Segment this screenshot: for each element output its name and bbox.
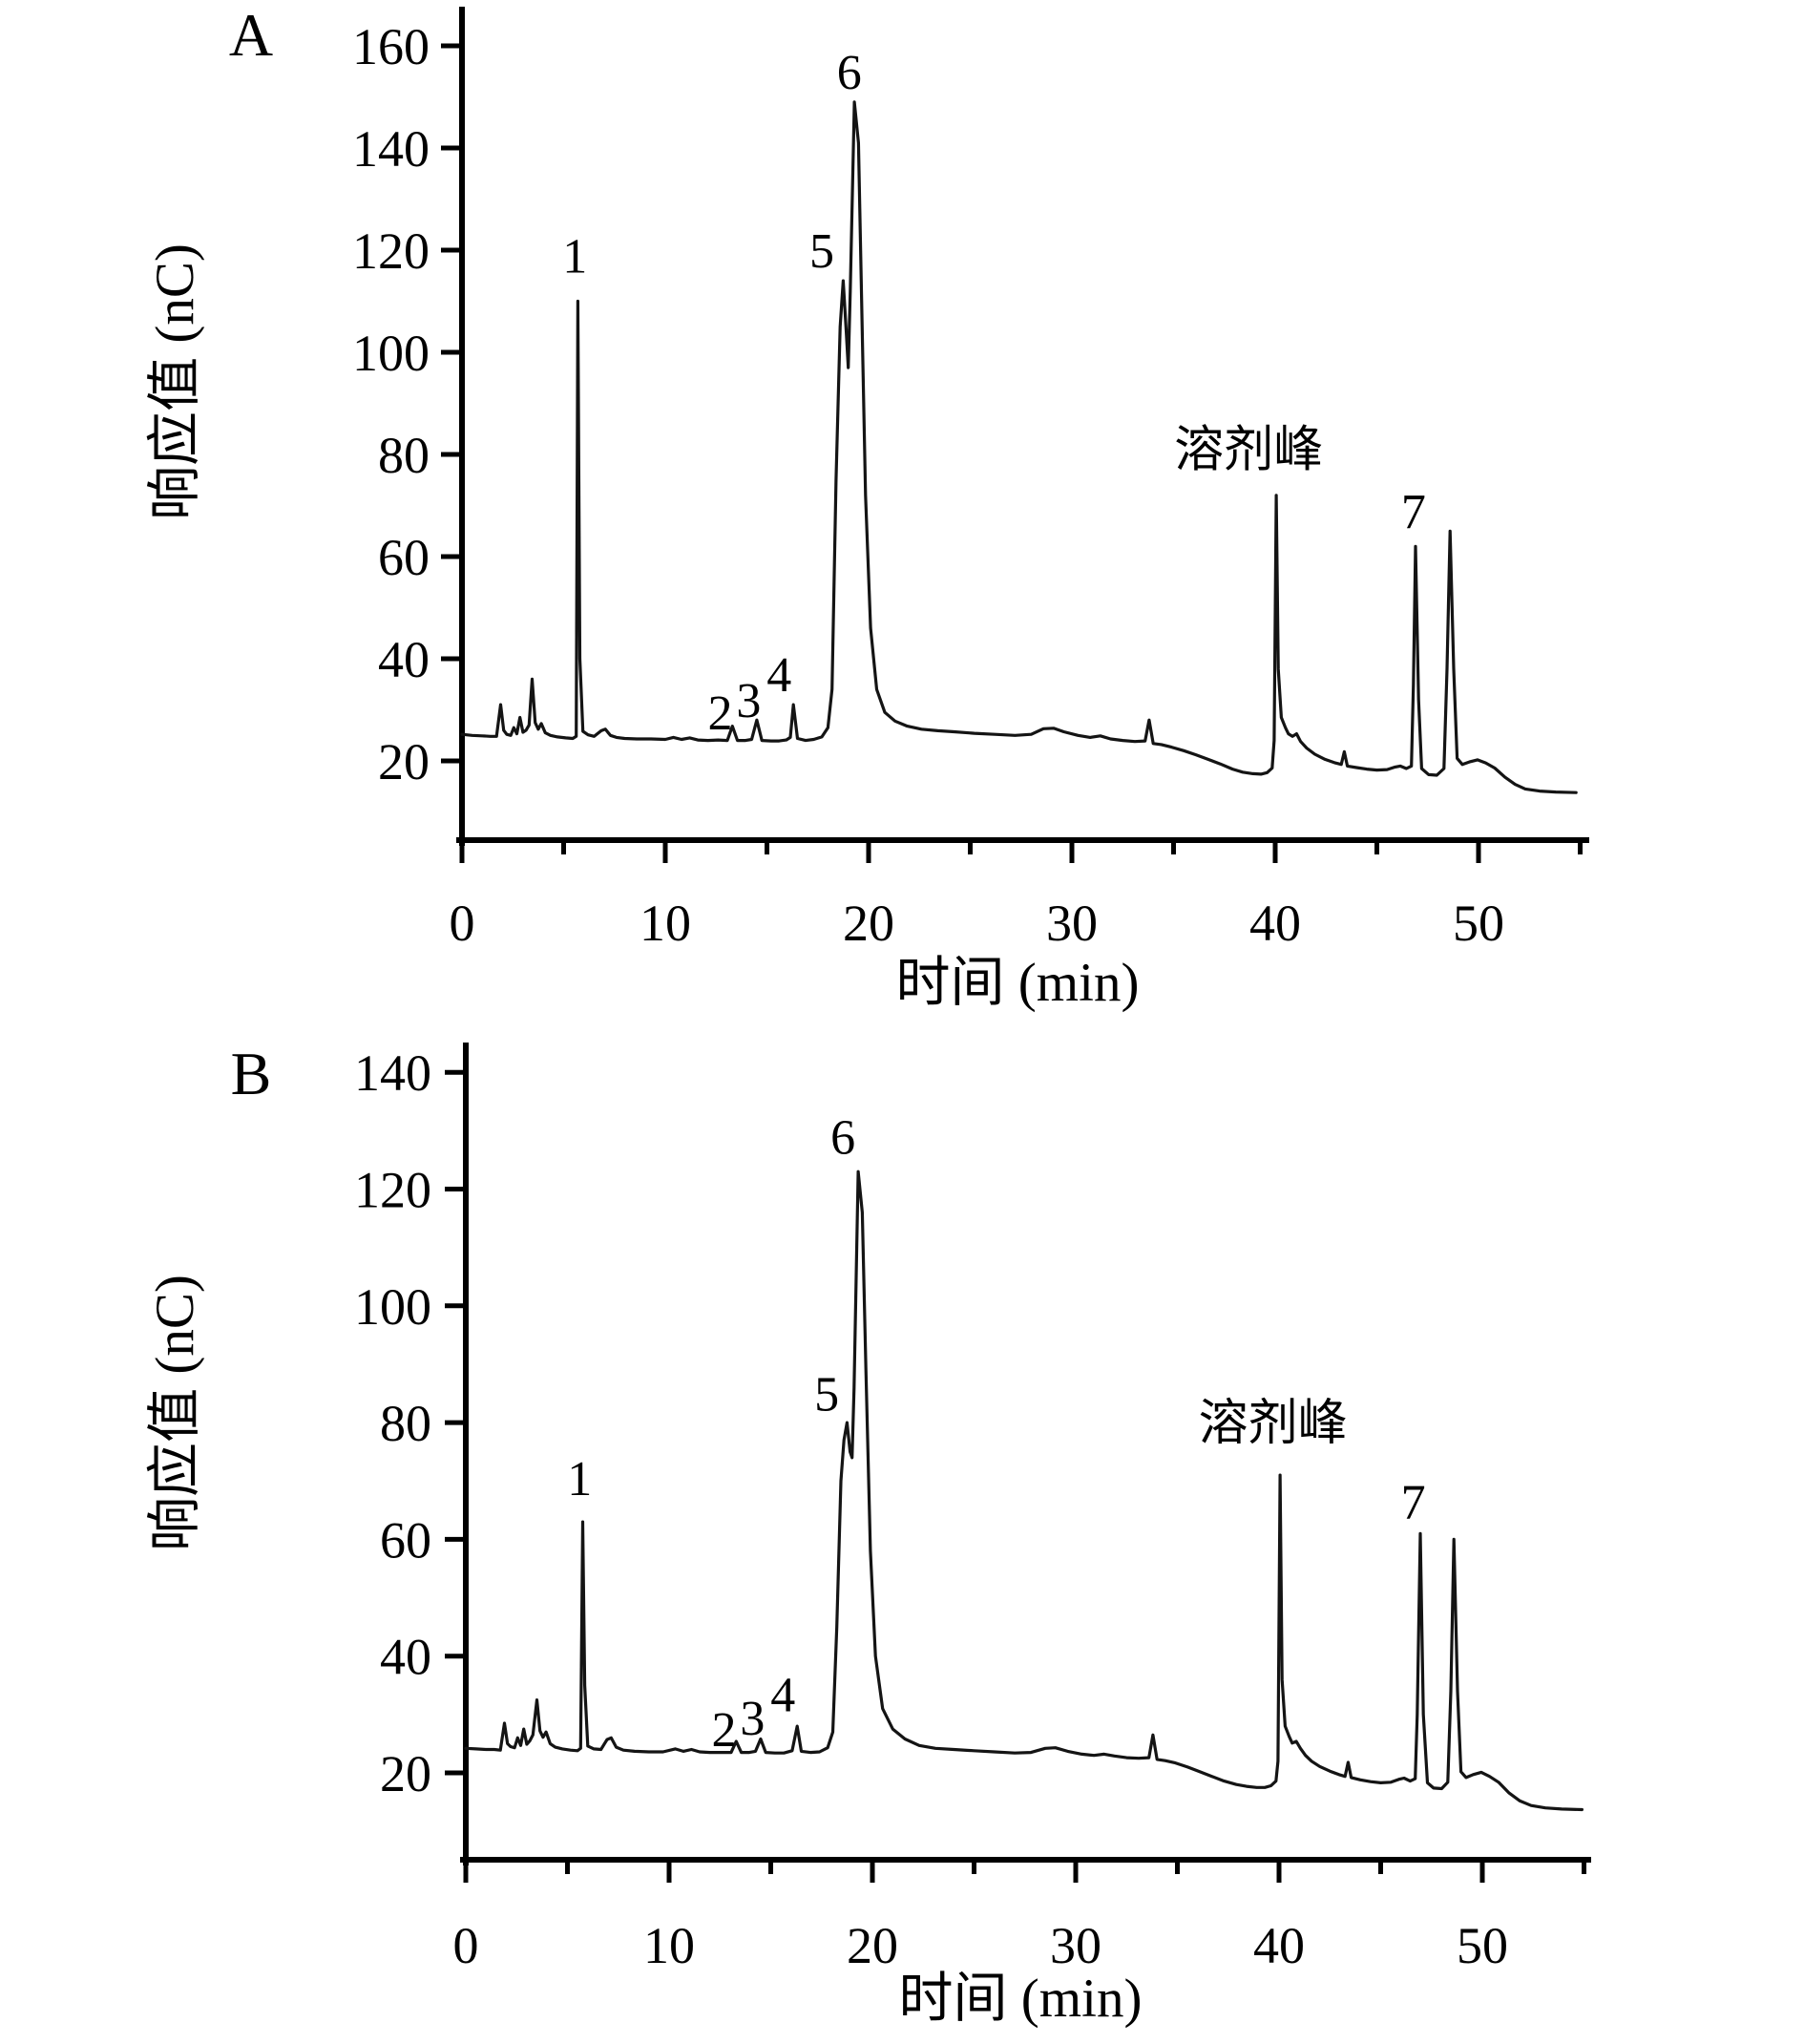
y-tick-label: 20: [378, 733, 430, 790]
y-tick-label: 60: [380, 1511, 431, 1569]
x-tick-label: 10: [643, 1917, 695, 1974]
chromatogram-trace-A: [460, 100, 1578, 794]
solvent-peak-label: 溶剂峰: [1199, 1397, 1348, 1451]
panel-a-trace: [460, 100, 1578, 794]
x-tick-label: 0: [453, 1917, 479, 1974]
y-tick-label: 140: [352, 120, 430, 178]
peak-label-4: 4: [770, 1668, 795, 1722]
panel-b-y-axis-title: 响应值 (nC): [145, 1275, 205, 1551]
solvent-peak-label: 溶剂峰: [1174, 424, 1323, 478]
x-tick-label: 20: [843, 895, 894, 952]
y-tick-label: 20: [380, 1745, 431, 1802]
peak-label-1: 1: [567, 1452, 592, 1507]
y-tick-label: 100: [354, 1278, 431, 1336]
y-tick-label: 80: [378, 427, 430, 484]
y-tick-label: 120: [354, 1162, 431, 1219]
peak-label-6: 6: [837, 46, 862, 100]
x-tick-label: 40: [1249, 895, 1301, 952]
panel-a-y-axis-title: 响应值 (nC): [145, 243, 205, 520]
peak-label-5: 5: [814, 1368, 839, 1422]
peak-label-3: 3: [736, 674, 761, 728]
panel-a-axes: 160 140 120 100 80 60 40 20 0 10 20 30 40 50: [352, 7, 1589, 952]
x-tick-label: 20: [847, 1917, 898, 1974]
y-tick-label: 120: [352, 222, 430, 280]
peak-label-6: 6: [830, 1110, 855, 1165]
panel-b-letter: B: [231, 1040, 272, 1107]
peak-label-1: 1: [562, 229, 587, 284]
peak-label-7: 7: [1401, 485, 1426, 539]
panel-b-x-axis-title: 时间 (min): [899, 1969, 1143, 2029]
x-tick-label: 50: [1457, 1917, 1508, 1974]
y-tick-label: 40: [380, 1629, 431, 1686]
y-tick-label: 100: [352, 325, 430, 382]
panel-b-trace: [464, 1170, 1584, 1812]
x-tick-label: 30: [1050, 1917, 1101, 1974]
peak-label-5: 5: [809, 224, 834, 279]
x-tick-label: 30: [1046, 895, 1098, 952]
peak-label-2: 2: [708, 686, 733, 741]
panel-b-peak-labels: 1 2 3 4 5 6 溶剂峰 7: [567, 1110, 1425, 1758]
peak-label-2: 2: [712, 1703, 737, 1758]
panel-b-axes: 140 120 100 80 60 40 20 0 10 20 30 40 50: [354, 1043, 1591, 1974]
panel-a: A 响应值 (nC) 时间 (min) 16014012010080604020…: [145, 1, 1589, 1013]
x-tick-label: 40: [1253, 1917, 1305, 1974]
peak-label-4: 4: [766, 648, 791, 703]
x-tick-label: 0: [450, 895, 475, 952]
panel-a-letter: A: [229, 1, 273, 69]
panel-a-peak-labels: 1 2 3 4 5 6 溶剂峰 7: [562, 46, 1426, 741]
y-tick-label: 140: [354, 1044, 431, 1102]
y-tick-label: 40: [378, 631, 430, 688]
y-tick-label: 60: [378, 529, 430, 586]
peak-label-7: 7: [1401, 1476, 1426, 1530]
x-tick-label: 50: [1453, 895, 1504, 952]
y-tick-label: 160: [352, 18, 430, 75]
x-tick-label: 10: [640, 895, 691, 952]
chromatogram-trace-B: [464, 1170, 1584, 1812]
y-tick-label: 80: [380, 1395, 431, 1452]
peak-label-3: 3: [740, 1692, 765, 1746]
panel-a-x-axis-title: 时间 (min): [896, 953, 1140, 1013]
